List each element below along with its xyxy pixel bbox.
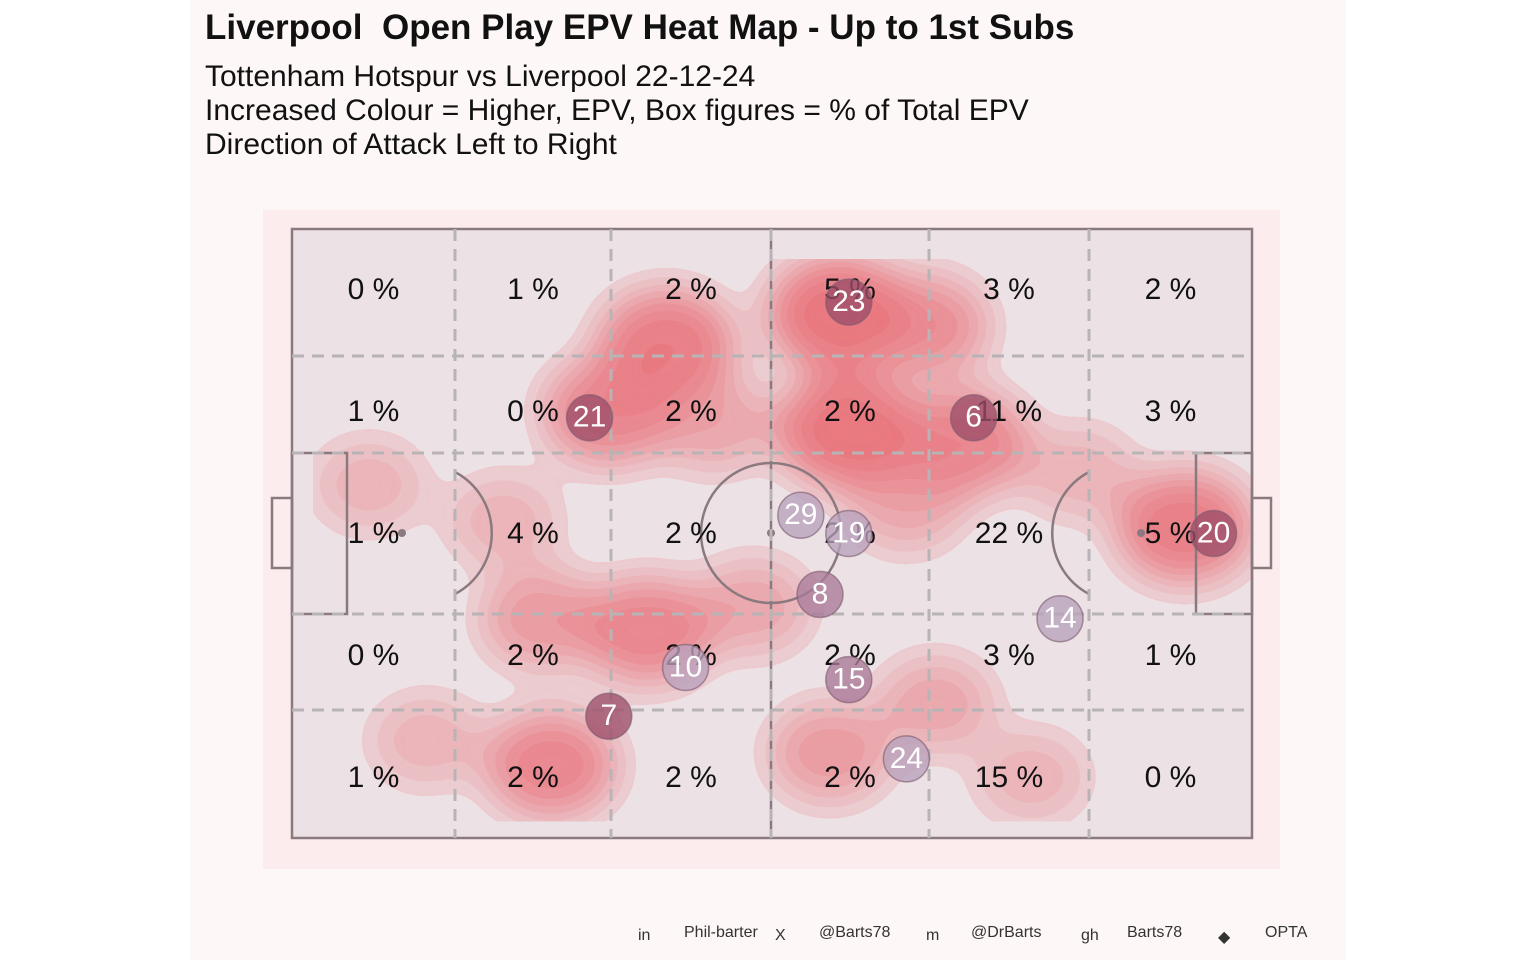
zone-percentage-label: 2 % xyxy=(507,761,559,794)
zone-percentage-label: 22 % xyxy=(975,517,1043,550)
right-goal xyxy=(1250,496,1273,570)
zone-percentage-label: 3 % xyxy=(1145,395,1197,428)
x-icon: X xyxy=(775,927,786,944)
zone-cell xyxy=(1089,356,1252,453)
footer-credit-label: OPTA xyxy=(1265,924,1308,941)
player-number-label: 8 xyxy=(812,577,829,610)
zone-percentage-label: 15 % xyxy=(975,761,1043,794)
player-marker xyxy=(796,570,844,619)
zone-percentage-label: 2 % xyxy=(824,761,876,794)
player-marker xyxy=(825,278,873,326)
zone-percentage-label: 5 % xyxy=(1145,517,1197,550)
zone-cell xyxy=(1089,614,1252,710)
zone-percentage-label: 0 % xyxy=(348,273,400,306)
player-number-label: 23 xyxy=(832,285,865,318)
zone-cell xyxy=(1089,710,1252,838)
zone-cell xyxy=(611,710,771,838)
density-blob xyxy=(1023,428,1135,517)
zone-percentage-label: 4 % xyxy=(507,517,559,550)
player-marker xyxy=(1036,595,1084,643)
player-marker xyxy=(661,643,710,692)
zone-cell xyxy=(292,229,455,356)
density-blob xyxy=(779,374,919,486)
linkedin-icon: in xyxy=(638,927,651,944)
zone-percentage-label: 2 % xyxy=(665,517,717,550)
zone-percentage-label: 1 % xyxy=(348,517,400,550)
player-marker xyxy=(565,394,614,442)
player-number-label: 10 xyxy=(669,650,702,683)
footer-credit-label: Phil-barter xyxy=(684,924,758,941)
zone-percentage-label: 0 % xyxy=(1145,761,1197,794)
player-marker xyxy=(949,394,998,442)
mastodon-icon: m xyxy=(926,927,940,944)
density-blob xyxy=(447,477,559,566)
zone-percentage-label: 3 % xyxy=(983,273,1035,306)
density-blob xyxy=(769,704,890,801)
zone-cell xyxy=(292,356,455,453)
zone-percentage-label: 1 % xyxy=(1145,639,1197,672)
player-number-label: 19 xyxy=(832,516,865,549)
chart-subtitle-match: Tottenham Hotspur vs Liverpool 22-12-24 xyxy=(205,60,756,93)
zone-percentage-label: 2 % xyxy=(665,273,717,306)
player-marker xyxy=(825,655,873,704)
zone-percentage-label: 0 % xyxy=(507,395,559,428)
player-marker xyxy=(1189,509,1238,558)
player-number-label: 15 xyxy=(832,663,865,696)
dropbox-icon: ◆ xyxy=(1218,929,1231,946)
zone-percentage-label: 1 % xyxy=(348,395,400,428)
zone-percentage-label: 2 % xyxy=(507,639,559,672)
zone-percentage-label: 1 % xyxy=(348,761,400,794)
player-marker xyxy=(585,692,633,740)
footer-credit-label: Barts78 xyxy=(1127,924,1183,941)
footer: in Phil-barter X @Barts78 m @DrBarts gh Barts78… xyxy=(0,924,1536,948)
zone-percentage-label: 2 % xyxy=(824,395,876,428)
density-blob xyxy=(481,570,602,667)
density-blob xyxy=(656,377,773,470)
player-marker xyxy=(825,509,873,558)
density-blob xyxy=(975,732,1087,822)
player-marker xyxy=(777,491,825,539)
zone-percentage-label: 3 % xyxy=(983,639,1035,672)
chart-subtitle-legend: Increased Colour = Higher, EPV, Box figu… xyxy=(205,94,1029,127)
density-blob xyxy=(313,440,425,529)
zone-percentage-label: 1 % xyxy=(507,273,559,306)
density-blob xyxy=(486,713,617,817)
zone-cell xyxy=(455,229,611,356)
left-penalty-spot xyxy=(398,529,406,537)
player-number-label: 24 xyxy=(890,742,923,775)
left-goal xyxy=(270,496,294,570)
player-number-label: 29 xyxy=(784,498,817,531)
density-blob xyxy=(862,276,989,377)
player-marker xyxy=(882,735,931,783)
zone-cell xyxy=(292,614,455,710)
right-penalty-arc xyxy=(1051,470,1090,596)
player-number-label: 6 xyxy=(965,401,982,434)
zone-percentage-label: 2 % xyxy=(1145,273,1197,306)
player-number-label: 20 xyxy=(1197,516,1230,549)
zone-percentage-label: 0 % xyxy=(348,639,400,672)
footer-credit-label: @Barts78 xyxy=(819,924,891,941)
left-penalty-arc xyxy=(454,470,493,596)
zone-percentage-label: 2 % xyxy=(665,395,717,428)
right-penalty-spot xyxy=(1137,529,1145,537)
density-blob xyxy=(877,658,994,751)
player-number-label: 14 xyxy=(1043,602,1076,635)
chart-title: Liverpool Open Play EPV Heat Map - Up to… xyxy=(205,8,1075,47)
chart-subtitle-direction: Direction of Attack Left to Right xyxy=(205,128,617,161)
player-number-label: 21 xyxy=(573,401,606,434)
zone-percentage-label: 2 % xyxy=(665,761,717,794)
github-icon: gh xyxy=(1081,927,1099,944)
density-blob xyxy=(848,457,965,550)
player-number-label: 7 xyxy=(600,699,617,732)
footer-credit-label: @DrBarts xyxy=(971,924,1042,941)
zone-cell xyxy=(1089,229,1252,356)
